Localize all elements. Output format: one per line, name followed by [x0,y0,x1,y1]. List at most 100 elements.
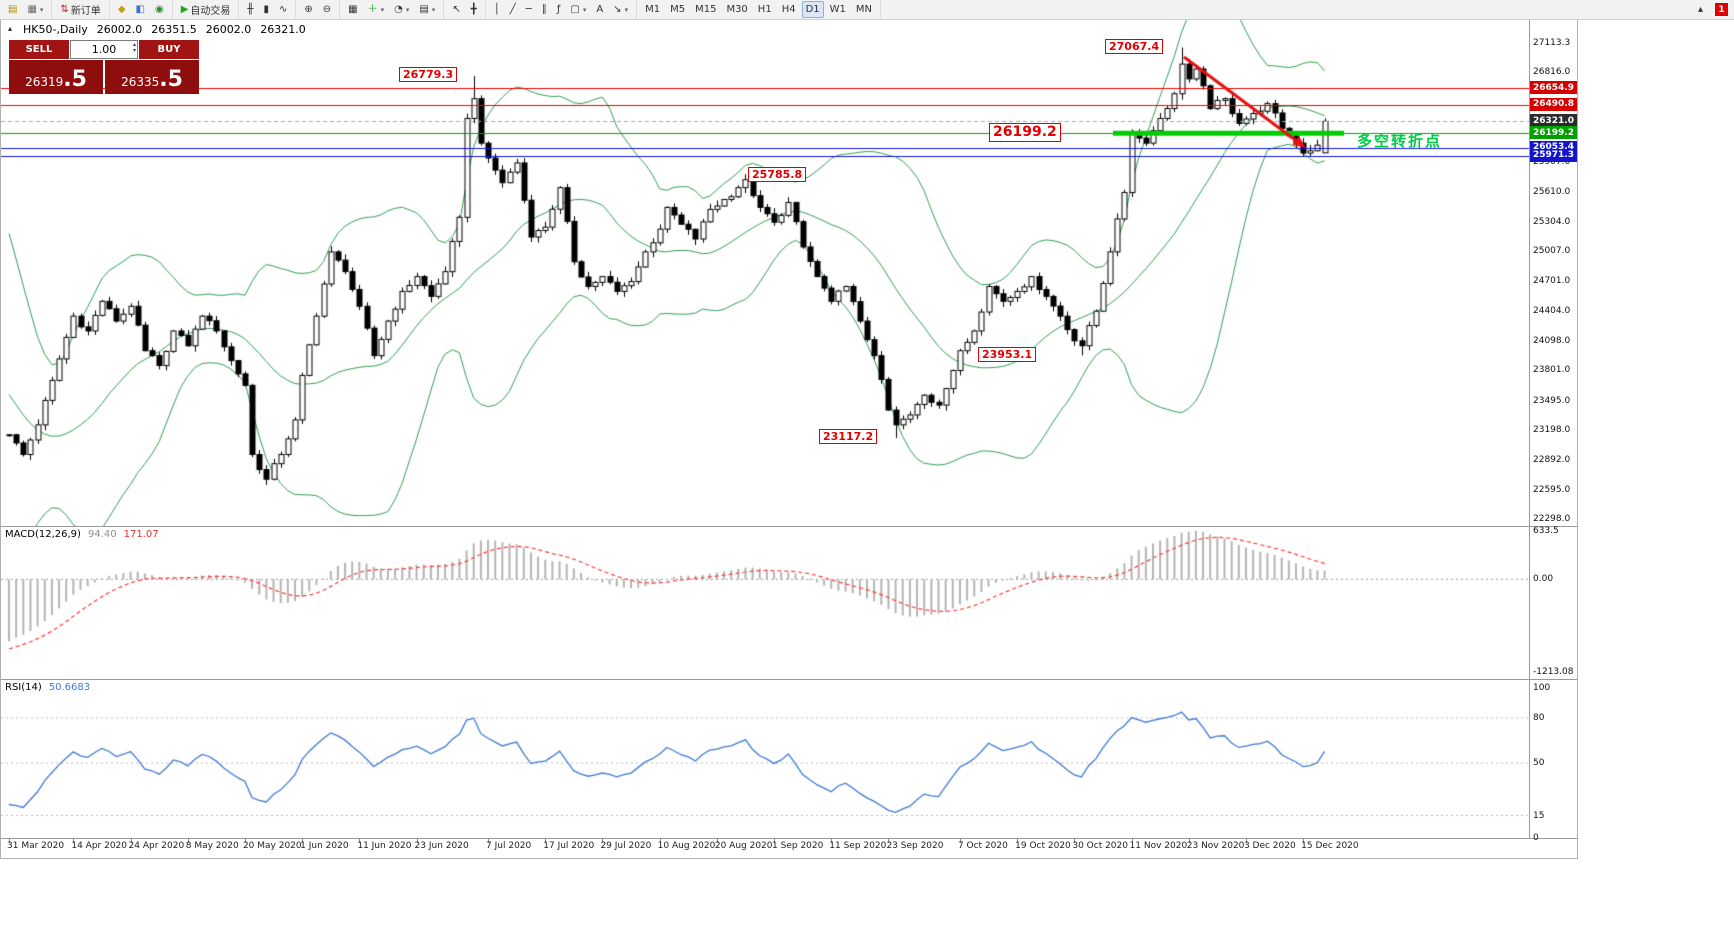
zoom-out-button[interactable]: ⊖ [319,1,335,18]
tile-windows-button-icon: ▦ [348,3,358,15]
equidistant-channel-button[interactable]: ∥ [538,1,551,18]
trendline-button[interactable]: ╱ [506,1,520,18]
time-axis-tick [488,839,489,843]
price-annotation[interactable]: 26199.2 [989,123,1061,142]
macd-axis-label: 633.5 [1533,526,1559,536]
buy-button[interactable]: BUY [139,40,199,59]
horizontal-line-button-icon: ─ [525,3,532,15]
rsi-axis-label: 80 [1533,713,1545,723]
date-label: 19 Oct 2020 [1015,841,1071,851]
data-window-button[interactable]: ◧ [132,1,149,18]
market-watch-button[interactable]: ◆ [114,1,130,18]
timeframe-h4[interactable]: H4 [778,1,800,18]
time-axis-tick [1017,839,1018,843]
time-axis-tick [545,839,546,843]
timeframe-m1[interactable]: M1 [641,1,664,18]
chart-profiles-button[interactable]: ▦ ▾ [23,1,47,18]
price-annotation[interactable]: 27067.4 [1105,39,1164,54]
price-annotation[interactable]: 23117.2 [819,429,878,444]
price-axis-label: 23198.0 [1533,425,1571,435]
price-axis-label: 26816.0 [1533,67,1571,78]
price-tag: 26321.0 [1530,114,1577,128]
rsi-value: 50.6683 [48,682,91,693]
price-tag: 26199.2 [1530,126,1577,140]
time-axis-tick [774,839,775,843]
timeframe-mn[interactable]: MN [852,1,876,18]
crosshair-button[interactable]: ╋ [467,1,481,18]
sell-price-button[interactable]: 26319 .5 [9,60,103,94]
shapes-button[interactable]: ▢ ▾ [566,1,590,18]
fibonacci-button[interactable]: ƒ [553,1,565,18]
vertical-line-button-icon: │ [493,3,500,15]
horizontal-line-button[interactable]: ─ [522,1,536,18]
autotrading-button[interactable]: ▶ 自动交易 [177,1,235,18]
candlestick-type-button[interactable]: ▮ [259,1,273,18]
tile-windows-button[interactable]: ▦ [344,1,361,18]
navigator-button[interactable]: ◉ [151,1,168,18]
timeframe-w1[interactable]: W1 [826,1,850,18]
periods-button[interactable]: ◔ ▾ [390,1,413,18]
indicators-button-icon: ＋ [367,3,378,15]
price-axis-label: 22892.0 [1533,455,1571,466]
date-label: 11 Jun 2020 [357,841,412,851]
vertical-line-button[interactable]: │ [490,1,504,18]
rsi-pane-separator[interactable] [1,679,1577,680]
trend-note-label[interactable]: 多空转折点 [1357,132,1443,150]
scroll-up-icon[interactable]: ▴ [1697,4,1703,15]
price-annotation[interactable]: 23953.1 [978,347,1037,362]
timeframe-m5-label: M5 [670,4,686,15]
lot-size-input[interactable]: 1.00 ▴ ▾ [70,40,138,59]
date-label: 3 Dec 2020 [1243,841,1296,851]
timeframe-h1-label: H1 [757,4,772,15]
sell-price-main: 26319 [25,75,64,89]
macd-indicator-label: MACD(12,26,9) 94.40 171.07 [5,529,159,540]
price-annotation[interactable]: 26779.3 [399,67,458,82]
templates-button-icon: ▤ [419,3,429,15]
line-chart-type-button-icon: ∿ [278,3,288,15]
timeframe-m5[interactable]: M5 [666,1,689,18]
main-chart-canvas[interactable] [1,20,1529,526]
time-axis-tick [1132,839,1133,843]
arrows-button[interactable]: ↘ ▾ [609,1,632,18]
price-axis-label: 25610.0 [1533,186,1571,197]
text-label-button[interactable]: A [592,1,607,18]
sell-button[interactable]: SELL [9,40,69,59]
time-axis-tick [245,839,246,843]
macd-canvas[interactable] [1,527,1529,678]
fibonacci-button-icon: ƒ [556,3,561,15]
buy-price-button[interactable]: 26335 .5 [105,60,199,94]
new-chart-button[interactable]: ▤ [4,1,21,18]
line-chart-type-button[interactable]: ∿ [275,1,291,18]
timeframe-d1[interactable]: D1 [801,1,824,18]
toolbar-group: ⊕ ⊖ [296,0,341,19]
trade-panel-toggle[interactable]: ▴ [8,24,13,33]
templates-button[interactable]: ▤ ▾ [415,1,439,18]
time-axis-tick [1189,839,1190,843]
toolbar-group: ▦ ＋ ▾ ◔ ▾ ▤ ▾ [340,0,445,19]
new-order-button[interactable]: ⇅ 新订单 [56,1,104,18]
date-label: 1 Sep 2020 [772,841,824,851]
rsi-canvas[interactable] [1,680,1529,838]
indicators-button[interactable]: ＋ ▾ [364,1,389,18]
price-annotation[interactable]: 25785.8 [748,167,807,182]
notification-badge[interactable]: 1 [1715,3,1728,16]
date-label: 17 Jul 2020 [543,841,595,851]
lot-spinner[interactable]: ▴ ▾ [133,42,136,54]
time-axis-tick [417,839,418,843]
timeframe-h1[interactable]: H1 [754,1,776,18]
cursor-button[interactable]: ↖ [448,1,464,18]
timeframe-m15[interactable]: M15 [691,1,720,18]
timeframe-m30-label: M30 [726,4,748,15]
date-label: 7 Oct 2020 [957,841,1008,851]
bar-chart-type-button[interactable]: ╫ [243,1,257,18]
lot-spin-up-icon[interactable]: ▴ [132,41,136,48]
price-axis-label: 27113.3 [1533,38,1571,48]
lot-spin-down-icon[interactable]: ▾ [132,47,136,54]
date-label: 20 Aug 2020 [714,841,773,851]
zoom-in-button[interactable]: ⊕ [300,1,316,18]
price-tag: 26490.8 [1530,97,1577,111]
date-label: 23 Nov 2020 [1186,841,1245,851]
time-axis-tick [73,839,74,843]
timeframe-m30[interactable]: M30 [722,1,751,18]
macd-pane-separator[interactable] [1,526,1577,527]
